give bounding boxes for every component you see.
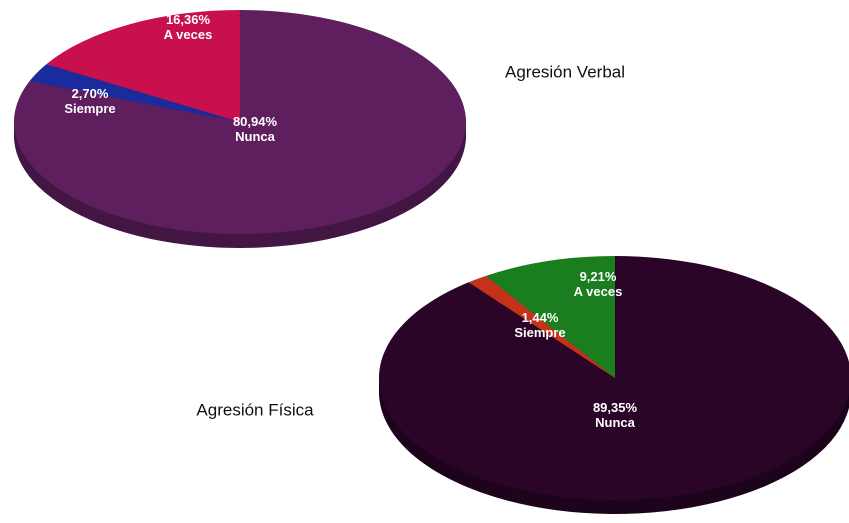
slice-category-label: Nunca bbox=[595, 415, 636, 430]
slice-value-label: 80,94% bbox=[233, 114, 278, 129]
pie-slice bbox=[468, 275, 615, 378]
slice-value-label: 89,35% bbox=[593, 400, 638, 415]
slice-value-label: 2,70% bbox=[72, 86, 109, 101]
chart-title: Agresión Física bbox=[196, 400, 314, 419]
chart-title: Agresión Verbal bbox=[505, 62, 625, 81]
slice-category-label: A veces bbox=[574, 284, 623, 299]
slice-value-label: 1,44% bbox=[522, 310, 559, 325]
pie-slice bbox=[46, 10, 240, 122]
slice-value-label: 16,36% bbox=[166, 12, 211, 27]
slice-category-label: Siempre bbox=[514, 325, 565, 340]
pie-slice bbox=[14, 10, 466, 234]
pie-slice bbox=[379, 256, 849, 500]
slice-category-label: Nunca bbox=[235, 129, 276, 144]
slice-category-label: A veces bbox=[164, 27, 213, 42]
slice-value-label: 9,21% bbox=[580, 269, 617, 284]
pie-slice bbox=[485, 256, 615, 378]
slice-category-label: Siempre bbox=[64, 101, 115, 116]
pie-slice bbox=[29, 64, 241, 122]
